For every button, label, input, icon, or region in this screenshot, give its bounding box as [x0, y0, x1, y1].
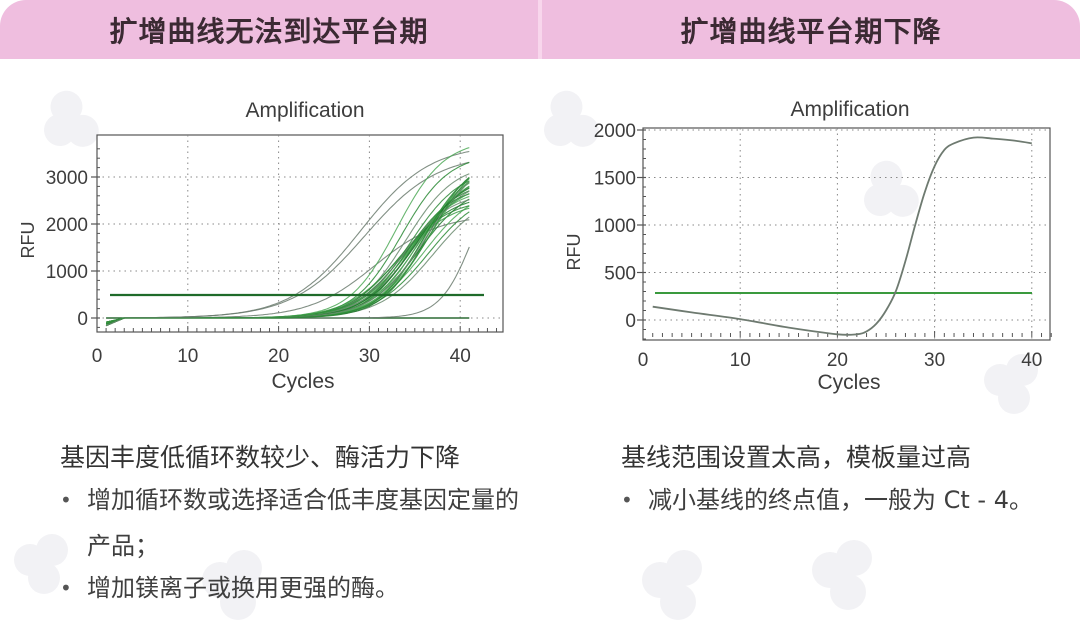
header-title: 扩增曲线平台期下降	[680, 14, 942, 48]
y-axis-label: RFU	[18, 222, 38, 259]
y-tick-label: 2000	[594, 121, 636, 142]
amplification-curves	[105, 147, 470, 327]
x-tick-label: 10	[177, 346, 198, 367]
panel-no-plateau: 扩增曲线无法到达平台期 Amplification 0 1000 2000 3000 …	[0, 0, 538, 611]
gridlines	[643, 128, 1050, 340]
amplification-chart-right: Amplification 0 500 1000 1500 2000 0 10 20 30 40…	[564, 98, 1052, 394]
cause-heading: 基线范围设置太高，模板量过高	[621, 443, 972, 472]
header-divider	[538, 0, 542, 59]
solution-text: 增加循环数或选择适合低丰度基因定量的产品；	[87, 486, 519, 560]
x-tick-label: 10	[730, 350, 751, 371]
y-tick-label: 500	[604, 264, 636, 285]
bullet-icon: •	[621, 488, 633, 512]
solution-item: • 增加镁离子或换用更强的酶。	[60, 565, 530, 611]
axis-ticks	[91, 148, 498, 332]
x-tick-label: 20	[827, 350, 848, 371]
gridlines	[97, 135, 503, 332]
axis-ticks	[637, 129, 1052, 340]
x-axis-label: Cycles	[271, 370, 334, 393]
x-tick-label: 0	[638, 350, 649, 371]
y-tick-label: 3000	[46, 168, 88, 189]
chart-title: Amplification	[245, 99, 364, 122]
x-tick-label: 30	[924, 350, 945, 371]
solution-item: • 减小基线的终点值，一般为 Ct - 4。	[621, 477, 1071, 523]
y-tick-label: 0	[625, 311, 636, 332]
y-axis-tick-labels: 0 500 1000 1500 2000	[594, 121, 636, 332]
x-tick-label: 40	[450, 346, 471, 367]
solution-text: 增加镁离子或换用更强的酶。	[87, 574, 399, 602]
bullet-icon: •	[60, 488, 72, 512]
x-axis-tick-labels: 0 10 20 30 40	[92, 346, 471, 367]
y-axis-tick-labels: 0 1000 2000 3000	[46, 168, 88, 330]
x-tick-label: 0	[92, 346, 103, 367]
x-axis-tick-labels: 0 10 20 30 40	[638, 350, 1043, 371]
panel-header-right: 扩增曲线平台期下降	[542, 0, 1080, 59]
amplification-curve	[652, 136, 1032, 336]
plot-frame	[642, 127, 1051, 341]
x-tick-label: 20	[268, 346, 289, 367]
solution-text: 减小基线的终点值，一般为 Ct - 4。	[648, 486, 1033, 514]
panel-plateau-decline: 扩增曲线平台期下降 Amplification 0 500 1000 1500 2000…	[540, 0, 1080, 638]
y-tick-label: 0	[77, 309, 88, 330]
chart-title: Amplification	[790, 98, 909, 121]
bullet-icon: •	[60, 576, 72, 600]
cause-heading: 基因丰度低循环数较少、酶活力下降	[60, 443, 461, 472]
x-tick-label: 40	[1021, 350, 1042, 371]
plot-frame	[96, 134, 504, 333]
y-axis-label: RFU	[564, 234, 584, 271]
header-title: 扩增曲线无法到达平台期	[109, 14, 429, 48]
y-tick-label: 1000	[46, 262, 88, 283]
y-tick-label: 1000	[594, 216, 636, 237]
panel-header-left: 扩增曲线无法到达平台期	[0, 0, 538, 59]
y-tick-label: 1500	[594, 169, 636, 190]
y-tick-label: 2000	[46, 215, 88, 236]
amplification-chart-left: Amplification 0 1000 2000 3000 0 10 20 30 40 Cy…	[18, 99, 504, 393]
solution-item: • 增加循环数或选择适合低丰度基因定量的产品；	[60, 477, 530, 569]
x-axis-label: Cycles	[817, 371, 880, 394]
x-tick-label: 30	[359, 346, 380, 367]
